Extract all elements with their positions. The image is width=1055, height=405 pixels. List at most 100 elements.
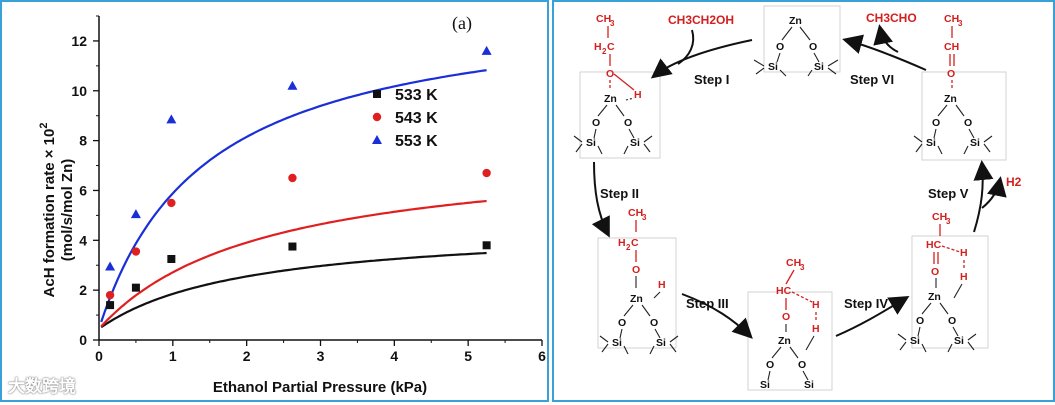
point-square <box>131 283 140 292</box>
arrow-step-6 <box>842 34 927 71</box>
svg-text:CH: CH <box>944 41 959 53</box>
svg-text:Zn: Zn <box>630 293 643 305</box>
arrow-step-1 <box>650 39 753 79</box>
x-tick-label: 1 <box>169 348 177 364</box>
svg-text:O: O <box>624 117 632 129</box>
svg-text:O: O <box>776 41 784 53</box>
point-circle <box>167 198 176 208</box>
svg-text:O: O <box>948 315 956 327</box>
watermark: 大数跨境 <box>8 377 76 397</box>
y-tick-label: 0 <box>79 332 87 348</box>
svg-text:O: O <box>606 68 614 80</box>
x-axis-label: Ethanol Partial Pressure (kPa) <box>213 379 427 396</box>
fit-curve-553-K <box>100 69 487 323</box>
point-square <box>106 301 115 310</box>
svg-text:H: H <box>658 279 666 291</box>
y-axis-label-group: AcH formation rate × 102 (mol/s/mol Zn) <box>38 123 76 298</box>
legend-marker-circle <box>372 112 382 122</box>
svg-text:C: C <box>631 237 639 249</box>
svg-text:2: 2 <box>626 243 631 252</box>
svg-text:Si: Si <box>926 137 936 149</box>
y-tick-label: 4 <box>79 232 87 248</box>
svg-text:Zn: Zn <box>604 93 617 105</box>
svg-text:C: C <box>607 41 615 53</box>
legend-label: 543 K <box>395 110 438 127</box>
svg-text:3: 3 <box>958 19 963 28</box>
svg-text:O: O <box>632 264 640 276</box>
fit-curve-543-K <box>100 199 487 328</box>
point-square <box>482 241 491 250</box>
panel-label: (a) <box>452 13 472 34</box>
data-points <box>105 45 492 310</box>
step-label-1: Step I <box>694 72 729 87</box>
svg-text:H: H <box>960 247 968 259</box>
svg-text:O: O <box>916 315 924 327</box>
svg-text:3: 3 <box>642 213 647 222</box>
svg-text:Si: Si <box>954 335 964 347</box>
y-tick-label: 12 <box>71 33 87 49</box>
svg-text:O: O <box>782 311 790 323</box>
svg-text:Si: Si <box>630 137 640 149</box>
acetaldehyde-product: CH3CHO <box>866 11 917 25</box>
svg-text:CH: CH <box>596 13 611 25</box>
svg-text:O: O <box>798 359 806 371</box>
svg-text:H: H <box>634 89 642 101</box>
svg-text:H: H <box>618 237 626 249</box>
svg-text:Si: Si <box>970 137 980 149</box>
svg-text:2: 2 <box>602 47 607 56</box>
legend-marker-triangle <box>372 135 382 144</box>
x-tick-label: 4 <box>390 348 398 364</box>
svg-text:CH: CH <box>944 13 959 25</box>
svg-text:Si: Si <box>768 61 778 73</box>
point-circle <box>482 168 491 178</box>
hydrogen-forming: CH3 HC H O H Zn O O Si Si <box>897 211 989 353</box>
y-tick-label: 6 <box>79 182 87 198</box>
legend-label: 533 K <box>395 87 438 104</box>
legend-label: 553 K <box>395 133 438 150</box>
step-label-3: Step III <box>686 296 729 311</box>
arrow-ethanol-in <box>677 29 695 65</box>
step-label-6: Step VI <box>850 72 894 87</box>
y-axis-unit: (mol/s/mol Zn) <box>59 159 76 262</box>
svg-text:O: O <box>650 317 658 329</box>
svg-text:3: 3 <box>800 263 805 272</box>
point-triangle <box>287 80 298 90</box>
point-square <box>288 242 297 251</box>
hydrogen-product: H2 <box>1006 175 1022 189</box>
svg-text:O: O <box>592 117 600 129</box>
svg-text:Si: Si <box>586 137 596 149</box>
svg-text:CH: CH <box>932 211 947 223</box>
x-tick-label: 2 <box>243 348 251 364</box>
arrow-step-4 <box>835 295 910 337</box>
legend: 533 K 543 K 553 K <box>372 87 438 150</box>
arrow-acetaldehyde-out <box>873 24 899 53</box>
svg-text:O: O <box>931 266 939 278</box>
x-tick-label: 6 <box>538 348 546 364</box>
point-triangle <box>105 261 116 271</box>
svg-text:Zn: Zn <box>928 291 941 303</box>
svg-text:H: H <box>960 271 968 283</box>
y-tick-label: 8 <box>79 133 87 149</box>
ethanol-reagent: CH3CH2OH <box>668 13 734 27</box>
arrow-step-3 <box>681 293 753 339</box>
svg-text:Si: Si <box>612 337 622 349</box>
arrow-step-2 <box>591 161 610 238</box>
x-tick-label: 5 <box>464 348 472 364</box>
zn-site-top: Zn O O Si Si <box>753 5 841 77</box>
svg-text:CH: CH <box>786 257 801 269</box>
point-triangle <box>481 45 492 55</box>
arrow-h2-out <box>981 176 1007 209</box>
svg-text:O: O <box>618 317 626 329</box>
svg-text:Si: Si <box>656 337 666 349</box>
svg-text:3: 3 <box>946 217 951 226</box>
svg-text:O: O <box>947 68 955 80</box>
fit-curve-533-K <box>100 251 487 329</box>
svg-text:Zn: Zn <box>789 15 802 27</box>
svg-text:H: H <box>812 299 820 311</box>
point-circle <box>131 247 141 256</box>
point-triangle <box>130 209 141 219</box>
